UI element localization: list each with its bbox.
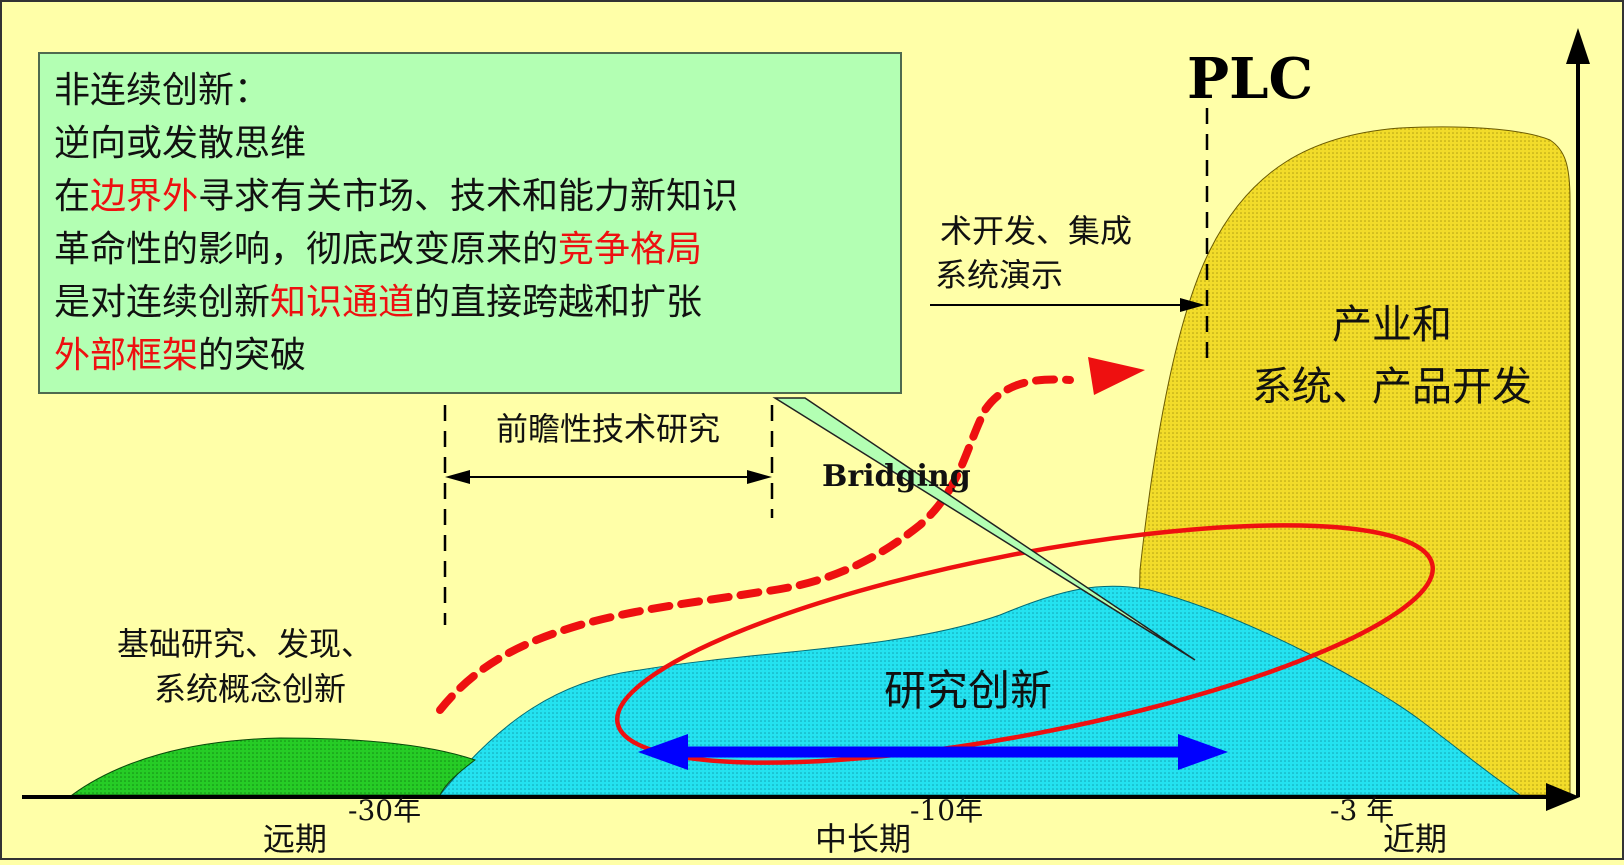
callout-text: 的直接跨越和扩张 [414,282,703,323]
tech-dev-label-line2: 系统演示 [935,256,1063,294]
highlight-ellipse [615,523,1435,765]
basic-research-label-line2: 系统概念创新 [154,670,346,708]
prospective-right-arrowhead [747,470,772,484]
basic-research-hill [70,737,477,796]
callout-text: 寻求有关市场、技术和能力新知识 [198,176,739,217]
callout-text: 革命性的影响，彻底改变原来的 [54,229,559,270]
industry-label-line1: 产业和 [1332,302,1452,348]
callout-highlight: 竞争格局 [558,229,703,270]
callout-line: 革命性的影响，彻底改变原来的竞争格局 [54,223,900,276]
period-mid-long: 中长期 [815,820,911,858]
bridging-arrowhead [1088,357,1145,395]
tech-dev-label-line1: 术开发、集成 [940,212,1132,250]
callout-highlight: 边界外 [90,176,199,217]
research-innovation-hill [438,585,1522,796]
tech-dev-arrowhead [1180,298,1205,312]
research-span-left-arrowhead [638,734,688,770]
x-axis-arrowhead [1546,783,1580,811]
callout-pointer [772,397,1196,661]
callout-line: 逆向或发散思维 [54,117,900,170]
discontinuous-innovation-callout: 非连续创新： 逆向或发散思维 在边界外寻求有关市场、技术和能力新知识 革命性的影响，彻… [38,52,902,394]
industry-label-line2: 系统、产品开发 [1252,364,1532,410]
tick-10-years: -10年 [910,794,983,827]
period-near: 近期 [1383,820,1447,858]
callout-text: 在 [54,176,91,217]
bridging-curve [436,375,1074,714]
tick-3-years: -3 年 [1330,794,1394,827]
period-far: 远期 [263,820,327,858]
callout-line: 是对连续创新知识通道的直接跨越和扩张 [54,276,900,329]
prospective-left-arrowhead [445,470,470,484]
plc-label: PLC [1187,46,1313,112]
y-axis-arrowhead [1566,28,1590,64]
callout-text: 非连续创新： [54,70,271,111]
callout-line: 外部框架的突破 [54,329,900,382]
callout-text: 是对连续创新 [54,282,271,323]
research-span-right-arrowhead [1178,734,1228,770]
bridging-label: Bridging [822,459,971,494]
prospective-research-label: 前瞻性技术研究 [496,410,720,448]
tick-30-years: -30年 [348,794,421,827]
research-innovation-label: 研究创新 [884,666,1052,715]
callout-line: 在边界外寻求有关市场、技术和能力新知识 [54,170,900,223]
callout-text: 逆向或发散思维 [54,123,307,164]
callout-line: 非连续创新： [54,64,900,117]
callout-highlight: 外部框架 [54,335,199,376]
callout-text: 的突破 [198,335,307,376]
basic-research-label-line1: 基础研究、发现、 [117,625,373,663]
callout-highlight: 知识通道 [270,282,415,323]
